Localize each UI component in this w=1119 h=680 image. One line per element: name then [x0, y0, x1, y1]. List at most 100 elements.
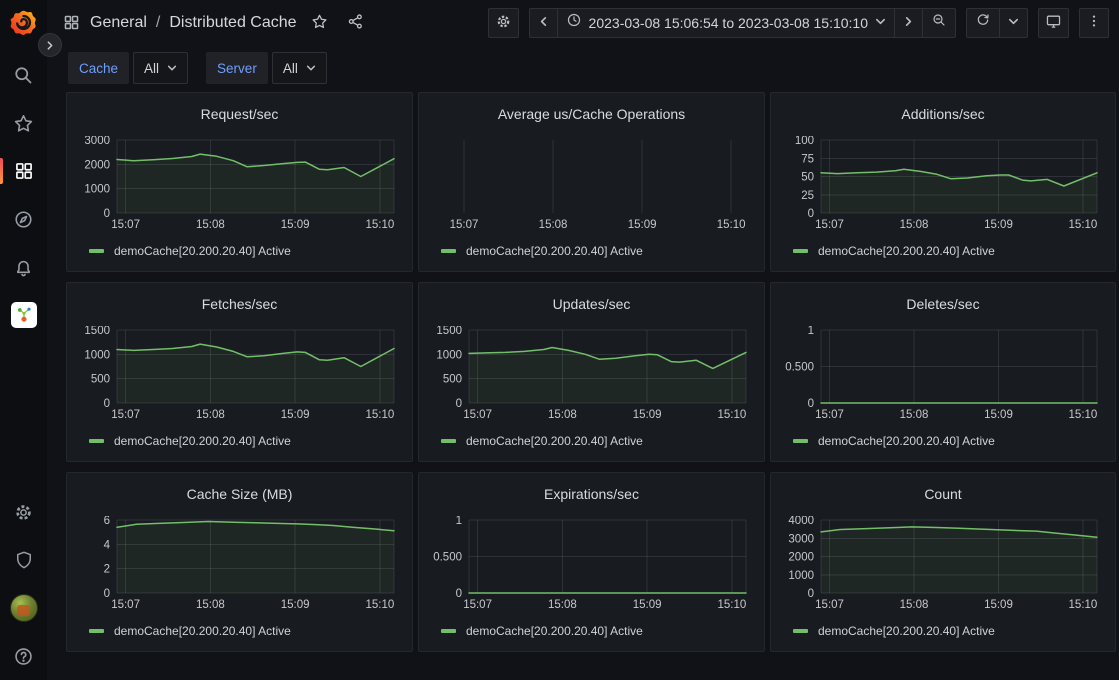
kebab-menu-button[interactable] [1079, 7, 1109, 38]
sidebar-item-help[interactable] [0, 634, 47, 678]
refresh-dashboard-button[interactable] [967, 9, 999, 37]
time-series-chart[interactable]: 15:07 15:08 15:09 15:10 0 0.500 1 [429, 516, 754, 613]
variable-filters-row: Cache All Server All [47, 45, 1119, 84]
svg-text:15:07: 15:07 [463, 409, 492, 421]
sidebar-item-explore[interactable] [0, 197, 47, 241]
kebab-icon [1086, 13, 1102, 32]
time-series-chart[interactable]: 15:07 15:08 15:09 15:10 [429, 136, 754, 233]
share-dashboard-button[interactable] [343, 10, 369, 36]
panel-title[interactable]: Updates/sec [552, 296, 631, 312]
svg-text:1: 1 [456, 516, 462, 527]
star-dashboard-button[interactable] [307, 10, 333, 36]
server-variable-label[interactable]: Server [206, 52, 268, 84]
panel: Count 15:07 15:08 15:09 15:10 0 1000 2000 3000 4… [770, 472, 1116, 652]
sidebar-item-starred[interactable] [0, 101, 47, 145]
sidebar-expand-button[interactable] [38, 33, 62, 57]
cache-variable-label[interactable]: Cache [68, 52, 130, 84]
panel-legend-item[interactable]: demoCache[20.200.20.40] Active [781, 241, 1105, 261]
panel-legend-item[interactable]: demoCache[20.200.20.40] Active [429, 431, 754, 451]
sidebar-item-plugin-app[interactable] [0, 293, 47, 337]
legend-series-color-dash [793, 249, 808, 253]
panel-title[interactable]: Request/sec [200, 106, 279, 122]
legend-series-label: demoCache[20.200.20.40] Active [466, 244, 643, 258]
svg-text:15:08: 15:08 [900, 599, 929, 611]
panel: Deletes/sec 15:07 15:08 15:09 15:10 0 0.500 1 … [770, 282, 1116, 462]
zoom-out-time-button[interactable] [922, 8, 955, 37]
panel-chart-area[interactable]: 15:07 15:08 15:09 15:10 0 1000 2000 3000 [77, 136, 402, 233]
panel-title[interactable]: Average us/Cache Operations [497, 106, 686, 122]
panel: Additions/sec 15:07 15:08 15:09 15:10 0 25 50 7… [770, 92, 1116, 272]
sidebar-item-server-admin[interactable] [0, 538, 47, 582]
plugin-app-icon [10, 302, 37, 328]
panel-legend-item[interactable]: demoCache[20.200.20.40] Active [77, 621, 402, 641]
time-series-chart[interactable]: 15:07 15:08 15:09 15:10 0 500 1000 1500 [429, 326, 754, 423]
panel-legend-item[interactable]: demoCache[20.200.20.40] Active [429, 621, 754, 641]
sidebar-item-dashboards[interactable] [0, 149, 47, 193]
panel-legend-item[interactable]: demoCache[20.200.20.40] Active [77, 431, 402, 451]
time-range-picker[interactable]: 2023-03-08 15:06:54 to 2023-03-08 15:10:… [556, 8, 894, 37]
panel-chart-area[interactable]: 15:07 15:08 15:09 15:10 0 25 50 75 100 [781, 136, 1105, 233]
breadcrumb-folder[interactable]: General [90, 13, 147, 31]
svg-text:50: 50 [801, 172, 814, 184]
breadcrumb-separator: / [155, 13, 161, 31]
star-icon [13, 113, 34, 134]
svg-text:500: 500 [443, 374, 462, 386]
breadcrumb[interactable]: General / Distributed Cache [90, 14, 297, 32]
panel-legend-item[interactable]: demoCache[20.200.20.40] Active [429, 241, 754, 261]
svg-text:15:10: 15:10 [365, 219, 394, 231]
panel-legend-item[interactable]: demoCache[20.200.20.40] Active [781, 431, 1105, 451]
panel-legend-item[interactable]: demoCache[20.200.20.40] Active [781, 621, 1105, 641]
panel-chart-area[interactable]: 15:07 15:08 15:09 15:10 [429, 136, 754, 233]
panel-title[interactable]: Cache Size (MB) [186, 486, 293, 502]
time-range-label: 2023-03-08 15:06:54 to 2023-03-08 15:10:… [588, 14, 868, 31]
time-series-chart[interactable]: 15:07 15:08 15:09 15:10 0 2 4 6 [77, 516, 402, 613]
sidebar-item-alerting[interactable] [0, 245, 47, 289]
sidebar-item-search[interactable] [0, 53, 47, 97]
sidebar [0, 0, 47, 680]
time-shift-forward-button[interactable] [894, 8, 922, 37]
time-range-controls: 2023-03-08 15:06:54 to 2023-03-08 15:10:… [528, 7, 956, 38]
legend-series-label: demoCache[20.200.20.40] Active [114, 624, 291, 638]
grafana-logo-icon[interactable] [10, 9, 37, 36]
legend-series-label: demoCache[20.200.20.40] Active [466, 624, 643, 638]
tv-mode-button[interactable] [1038, 7, 1069, 38]
svg-text:15:08: 15:08 [196, 409, 225, 421]
panel-title[interactable]: Deletes/sec [906, 296, 980, 312]
server-variable-picker: Server All [206, 52, 327, 84]
time-series-chart[interactable]: 15:07 15:08 15:09 15:10 0 0.500 1 [781, 326, 1105, 423]
panel-title[interactable]: Expirations/sec [544, 486, 639, 502]
time-series-chart[interactable]: 15:07 15:08 15:09 15:10 0 1000 2000 3000 4000 [781, 516, 1105, 613]
time-series-chart[interactable]: 15:07 15:08 15:09 15:10 0 500 1000 1500 [77, 326, 402, 423]
legend-series-color-dash [793, 629, 808, 633]
panel-chart-area[interactable]: 15:07 15:08 15:09 15:10 0 500 1000 1500 [77, 326, 402, 423]
panel-chart-area[interactable]: 15:07 15:08 15:09 15:10 0 0.500 1 [781, 326, 1105, 423]
server-variable-value-dropdown[interactable]: All [271, 52, 327, 84]
svg-text:1000: 1000 [436, 349, 462, 361]
time-series-chart[interactable]: 15:07 15:08 15:09 15:10 0 1000 2000 3000 [77, 136, 402, 233]
refresh-interval-dropdown[interactable] [999, 8, 1027, 37]
sidebar-item-profile[interactable] [0, 586, 47, 630]
panel-chart-area[interactable]: 15:07 15:08 15:09 15:10 0 2 4 6 [77, 516, 402, 613]
time-series-chart[interactable]: 15:07 15:08 15:09 15:10 0 25 50 75 100 [781, 136, 1105, 233]
svg-text:15:08: 15:08 [196, 599, 225, 611]
panel-legend-item[interactable]: demoCache[20.200.20.40] Active [77, 241, 402, 261]
cache-variable-value-dropdown[interactable]: All [133, 52, 189, 84]
panel-chart-area[interactable]: 15:07 15:08 15:09 15:10 0 1000 2000 3000 4000 [781, 516, 1105, 613]
svg-text:0: 0 [104, 398, 110, 410]
svg-text:15:07: 15:07 [815, 409, 844, 421]
svg-text:15:08: 15:08 [539, 219, 568, 231]
svg-text:0: 0 [456, 398, 462, 410]
svg-text:15:09: 15:09 [984, 409, 1013, 421]
panel-title[interactable]: Fetches/sec [201, 296, 278, 312]
sidebar-item-configuration[interactable] [0, 490, 47, 534]
legend-series-label: demoCache[20.200.20.40] Active [114, 244, 291, 258]
panel-title[interactable]: Count [924, 486, 962, 502]
svg-text:15:09: 15:09 [628, 219, 657, 231]
dashboard-settings-button[interactable] [487, 7, 519, 38]
panel-chart-area[interactable]: 15:07 15:08 15:09 15:10 0 0.500 1 [429, 516, 754, 613]
panel-chart-area[interactable]: 15:07 15:08 15:09 15:10 0 500 1000 1500 [429, 326, 754, 423]
time-shift-back-button[interactable] [530, 9, 557, 37]
panel-title[interactable]: Additions/sec [901, 106, 985, 122]
search-icon [13, 65, 34, 86]
